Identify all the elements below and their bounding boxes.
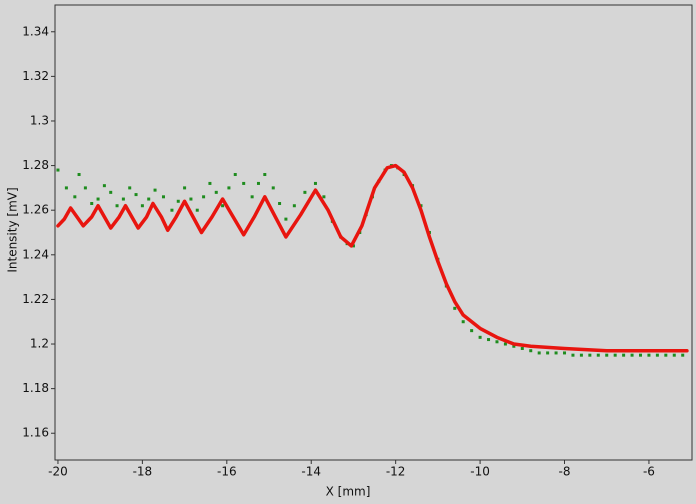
data-line: [56, 163, 689, 353]
data-point: [453, 306, 457, 310]
data-point: [140, 204, 144, 208]
data-point: [202, 195, 206, 199]
data-point: [183, 186, 187, 190]
data-point: [512, 344, 516, 348]
data-point: [322, 195, 326, 199]
data-point: [495, 340, 499, 344]
data-point: [170, 208, 174, 212]
data-point: [284, 217, 288, 221]
data-point: [102, 184, 106, 188]
y-tick-label: 1.16: [22, 426, 49, 440]
data-point: [176, 199, 180, 203]
data-point: [250, 195, 254, 199]
data-point: [83, 186, 87, 190]
data-point: [221, 204, 225, 208]
data-point: [161, 195, 165, 199]
data-point: [588, 353, 592, 357]
data-point: [128, 186, 132, 190]
data-point: [613, 353, 617, 357]
data-point: [147, 197, 151, 201]
data-point: [242, 181, 246, 185]
data-point: [121, 197, 125, 201]
y-axis-label: Intensity [mV]: [6, 187, 20, 272]
data-point: [195, 208, 199, 212]
data-point: [351, 244, 355, 248]
data-point: [672, 353, 676, 357]
data-point: [571, 353, 575, 357]
data-point: [622, 353, 626, 357]
data-point: [630, 353, 634, 357]
y-tick-label: 1.32: [22, 69, 49, 83]
data-point: [638, 353, 642, 357]
data-point: [655, 353, 659, 357]
data-point: [605, 353, 609, 357]
data-point: [554, 351, 558, 355]
data-point: [256, 181, 260, 185]
data-point: [478, 335, 482, 339]
y-tick-label: 1.18: [22, 381, 49, 395]
x-tick-label: -8: [559, 465, 571, 479]
y-tick-label: 1.22: [22, 292, 49, 306]
data-point: [271, 186, 275, 190]
data-point: [233, 173, 237, 177]
data-point: [596, 353, 600, 357]
x-tick-label: -6: [643, 465, 655, 479]
x-axis-label: X [mm]: [326, 485, 371, 499]
data-point: [681, 353, 685, 357]
x-tick-label: -12: [386, 465, 406, 479]
data-point: [77, 173, 81, 177]
x-tick-label: -18: [133, 465, 153, 479]
y-tick-label: 1.24: [22, 247, 49, 261]
data-point: [461, 320, 465, 324]
data-point: [537, 351, 541, 355]
data-point: [503, 342, 507, 346]
data-point: [664, 353, 668, 357]
data-point: [263, 173, 267, 177]
data-point: [90, 202, 94, 206]
data-point: [487, 338, 491, 342]
data-point: [579, 353, 583, 357]
y-tick-label: 1.3: [30, 113, 49, 127]
data-point: [563, 351, 567, 355]
data-point: [470, 329, 474, 333]
data-point: [96, 197, 100, 201]
data-point: [278, 202, 282, 206]
y-tick-label: 1.26: [22, 203, 49, 217]
x-tick-label: -20: [48, 465, 68, 479]
x-tick-label: -14: [301, 465, 321, 479]
data-point: [109, 190, 113, 194]
data-point: [313, 181, 317, 185]
data-point: [153, 188, 157, 192]
data-point: [520, 346, 524, 350]
data-point: [292, 204, 296, 208]
x-tick-label: -10: [470, 465, 490, 479]
data-point: [73, 195, 77, 199]
data-point: [546, 351, 550, 355]
data-point: [134, 193, 138, 197]
x-tick-label: -16: [217, 465, 237, 479]
data-point: [189, 197, 193, 201]
data-point: [115, 204, 119, 208]
data-point: [303, 190, 307, 194]
y-tick-label: 1.2: [30, 337, 49, 351]
y-tick-label: 1.28: [22, 158, 49, 172]
data-point: [214, 190, 218, 194]
plot-area: [54, 4, 693, 461]
data-point: [64, 186, 68, 190]
data-point: [529, 349, 533, 353]
data-point: [208, 181, 212, 185]
data-point: [227, 186, 231, 190]
data-point: [647, 353, 651, 357]
y-tick-label: 1.34: [22, 24, 49, 38]
data-point: [56, 168, 60, 172]
